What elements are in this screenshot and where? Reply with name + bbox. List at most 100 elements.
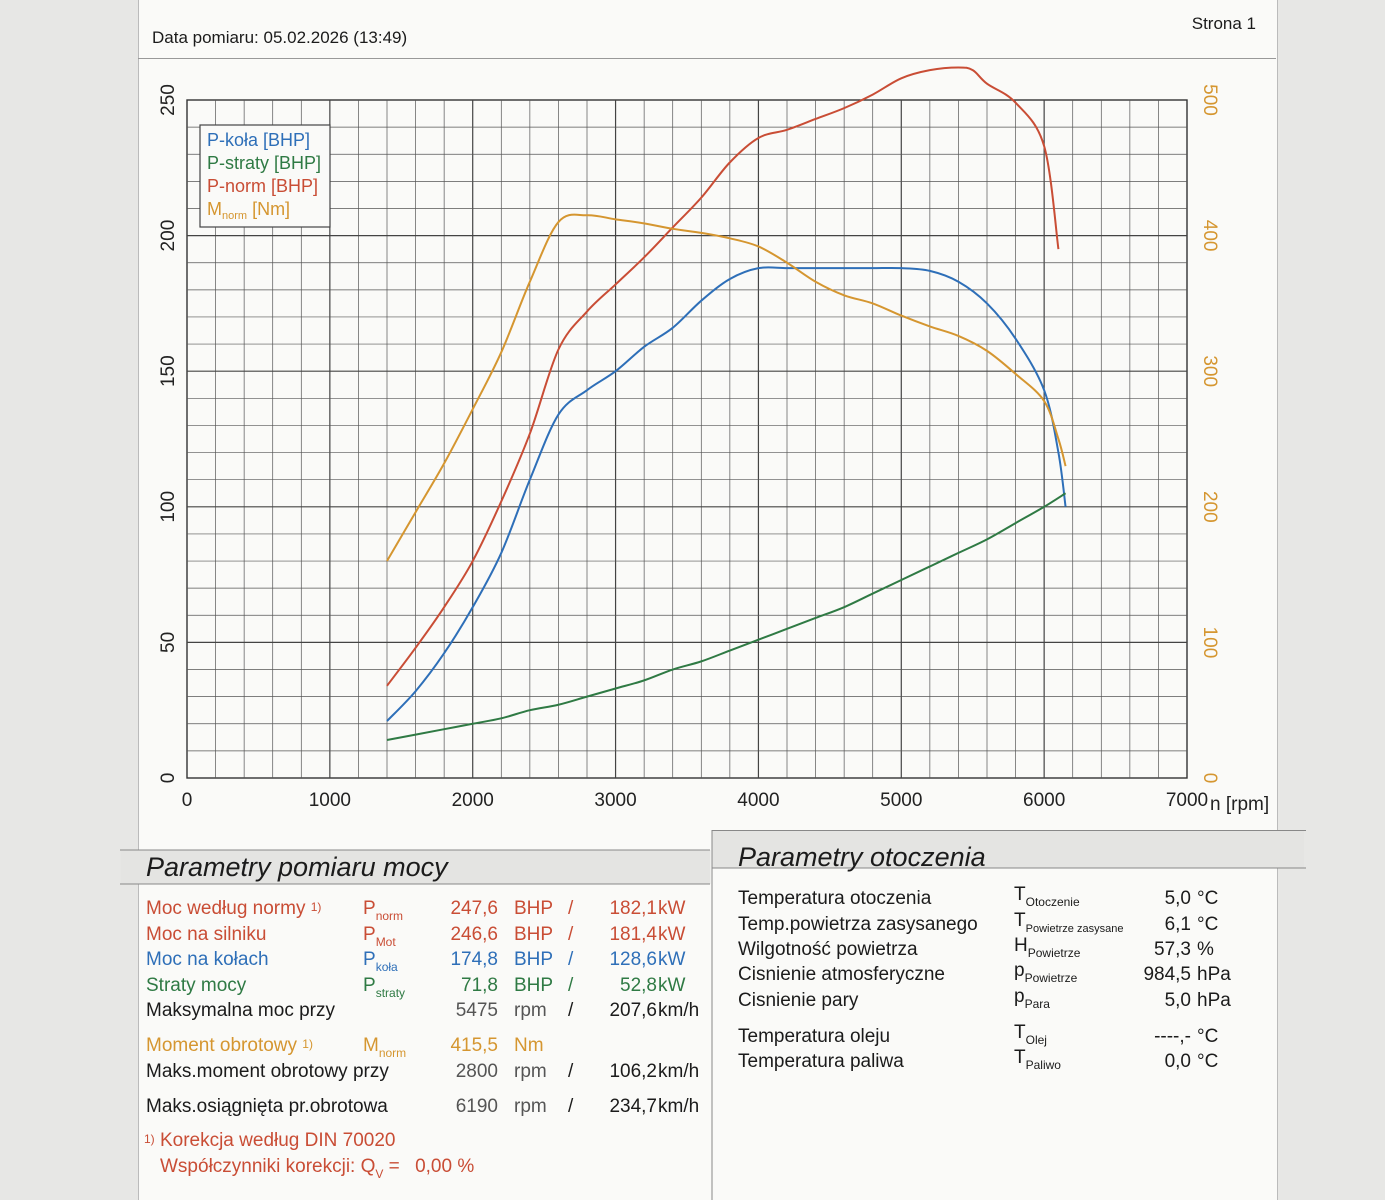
power-row-value-2: 181,4 xyxy=(609,924,657,945)
ambient-row-label: Cisnienie atmosferyczne xyxy=(738,964,945,985)
legend-box xyxy=(199,124,331,228)
left-title-band xyxy=(120,850,711,884)
measurement-date: Data pomiaru: 05.02.2026 (13:49) xyxy=(152,28,408,47)
ambient-row-unit: °C xyxy=(1197,888,1219,909)
ambient-row-label: Temperatura paliwa xyxy=(738,1051,904,1072)
ambient-row-value: 984,5 xyxy=(1143,964,1191,985)
ambient-row-symbol: TPaliwo xyxy=(1014,1047,1061,1072)
ambient-row-label: Temperatura otoczenia xyxy=(738,888,932,909)
power-row-value-2: 182,1 xyxy=(609,898,657,919)
power-row-value-1: 5475 xyxy=(455,1000,498,1021)
series-p-norm xyxy=(386,66,1060,687)
ambient-row: Temperatura oleju TOlej ----,- °C xyxy=(712,1022,1304,1050)
footnote-coefficients: Współczynniki korekcji: QV = 0,00 % xyxy=(160,1156,475,1181)
ambient-row: Wilgotność powietrza HPowietrze 57,3% xyxy=(712,935,1304,963)
chart-series xyxy=(386,66,1067,742)
ambient-row-value: ----,- xyxy=(1154,1026,1191,1047)
power-row-separator: / xyxy=(568,975,574,996)
power-row: Maks.moment obrotowy przy 2800 rpm / 106,2 k… xyxy=(120,1061,710,1085)
power-row-label: Moc na silniku xyxy=(146,924,267,945)
ambient-row-value: 0,0 xyxy=(1164,1051,1191,1072)
y-right-tick-label: 400 xyxy=(1199,220,1220,252)
y-left-tick-label: 200 xyxy=(158,220,179,252)
power-row-symbol: Pstraty xyxy=(363,975,406,1000)
series-p-kola xyxy=(386,266,1067,722)
left-panel-title: Parametry pomiaru mocy xyxy=(146,852,448,882)
sheet-header: Data pomiaru: 05.02.2026 (13:49) Strona … xyxy=(138,0,1276,60)
ambient-row-label: Cisnienie pary xyxy=(738,990,859,1011)
ambient-row: Cisnienie atmosferyczne pPowietrze 984,5 hP… xyxy=(712,960,1304,988)
right-panel-title: Parametry otoczenia xyxy=(738,842,986,872)
power-row: Straty mocy Pstraty 71,8 BHP / 52,8 kW xyxy=(120,975,710,1000)
power-row-value-1: 246,6 xyxy=(450,924,498,945)
x-tick-label: 4000 xyxy=(737,790,779,811)
power-row-unit-2: kW xyxy=(658,924,686,945)
power-row-unit-1: BHP xyxy=(514,975,554,996)
power-row-value-2: 234,7 xyxy=(609,1096,657,1117)
ambient-row-symbol: TOlej xyxy=(1014,1022,1047,1047)
power-row-symbol: Mnorm xyxy=(363,1035,407,1060)
power-row: Moc według normy 1) Pnorm 247,6 BHP / 182,1 kW xyxy=(120,898,710,923)
x-tick-label: 3000 xyxy=(594,790,636,811)
power-row-separator: / xyxy=(568,1000,574,1021)
power-row-value-1: 415,5 xyxy=(450,1035,498,1056)
ambient-row-unit: hPa xyxy=(1197,964,1231,985)
power-row: Moc na kołach Pkoła 174,8 BHP / 128,6 kW xyxy=(120,949,710,974)
power-row-value-2: 128,6 xyxy=(609,949,657,970)
y-right-tick-label: 0 xyxy=(1199,773,1220,784)
legend-p-norm: P-norm [BHP] xyxy=(207,176,318,196)
x-tick-label: 0 xyxy=(182,790,193,811)
power-row-label: Straty mocy xyxy=(146,975,247,996)
y-left-tick-label: 250 xyxy=(158,84,179,116)
y-left-tick-label: 150 xyxy=(158,355,179,387)
ambient-row-symbol: pPara xyxy=(1014,986,1050,1011)
power-row: Moment obrotowy 1) Mnorm 415,5 Nm xyxy=(120,1035,710,1060)
parameter-panels: Parametry pomiaru mocy Parametry otoczen… xyxy=(120,830,1306,1200)
x-tick-label: 2000 xyxy=(452,790,494,811)
legend-m-norm: Mnorm [Nm] xyxy=(207,199,290,222)
ambient-row: Temp.powietrza zasysanego TPowietrze zasy… xyxy=(712,910,1304,938)
ambient-row-unit: °C xyxy=(1197,1026,1219,1047)
right-title-band xyxy=(712,830,1304,869)
power-row-separator: / xyxy=(568,949,574,970)
ambient-row-unit: °C xyxy=(1197,1051,1219,1072)
power-row-label: Maks.osiągnięta pr.obrotowa xyxy=(146,1096,388,1117)
power-row-value-1: 6190 xyxy=(455,1096,498,1117)
series-p-straty xyxy=(386,492,1067,742)
power-row-value-2: 207,6 xyxy=(609,1000,657,1021)
ambient-row-label: Temperatura oleju xyxy=(738,1026,891,1047)
power-row-unit-1: rpm xyxy=(514,1096,547,1117)
ambient-row: Temperatura otoczenia TOtoczenie 5,0 °C xyxy=(712,884,1304,912)
ambient-row: Temperatura paliwa TPaliwo 0,0 °C xyxy=(712,1047,1304,1075)
chart-grid xyxy=(186,99,1188,779)
power-row-value-1: 247,6 xyxy=(450,898,498,919)
power-row-value-2: 106,2 xyxy=(609,1061,657,1082)
x-tick-label: 7000 xyxy=(1166,790,1208,811)
dyno-chart: 0 1000 2000 3000 4000 5000 6000 700005010015020… xyxy=(158,66,1269,815)
y-left-tick-label: 100 xyxy=(158,491,179,523)
y-right-tick-label: 200 xyxy=(1199,491,1220,523)
power-row-unit-1: rpm xyxy=(514,1061,547,1082)
ambient-row-symbol: HPowietrze xyxy=(1014,935,1081,960)
panel-frames xyxy=(120,830,1306,1200)
x-tick-label: 5000 xyxy=(880,790,922,811)
power-row-unit-1: Nm xyxy=(514,1035,544,1056)
power-row-unit-1: BHP xyxy=(514,898,554,919)
axis-ticks: 0 1000 2000 3000 4000 5000 6000 700005010015020… xyxy=(158,84,1220,811)
power-row-symbol: Pkoła xyxy=(363,949,398,974)
power-row-label: Moc według normy 1) xyxy=(146,898,322,919)
ambient-row-label: Wilgotność powietrza xyxy=(738,939,918,960)
header-divider xyxy=(138,58,1276,59)
power-row-unit-1: BHP xyxy=(514,949,554,970)
ambient-row-symbol: pPowietrze xyxy=(1014,960,1078,985)
power-row-label: Moment obrotowy 1) xyxy=(146,1035,313,1056)
page-number: Strona 1 xyxy=(1191,14,1256,33)
power-row: Maksymalna moc przy 5475 rpm / 207,6 km/h xyxy=(120,1000,710,1024)
power-row-separator: / xyxy=(568,1061,574,1082)
power-row-unit-2: kW xyxy=(658,949,686,970)
power-row-separator: / xyxy=(568,924,574,945)
ambient-row-value: 5,0 xyxy=(1164,990,1191,1011)
y-left-tick-label: 0 xyxy=(158,773,179,784)
power-row-symbol: PMot xyxy=(363,924,396,949)
y-right-tick-label: 500 xyxy=(1199,84,1220,116)
